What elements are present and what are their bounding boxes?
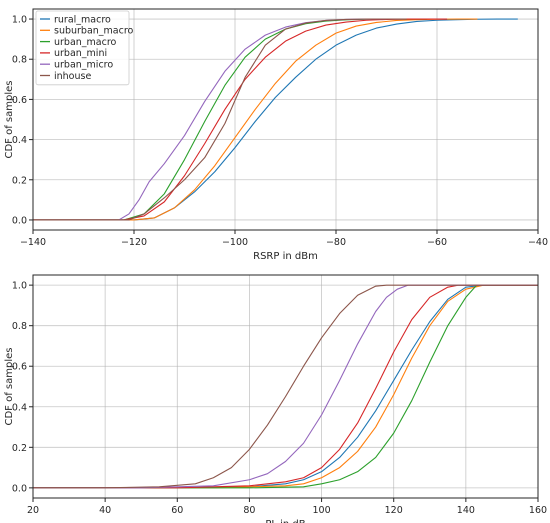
series-line-urban-micro bbox=[33, 284, 538, 489]
y-tick-label: 0.4 bbox=[12, 402, 27, 413]
series-line-suburban-macro bbox=[33, 18, 478, 221]
series-line-inhouse bbox=[33, 18, 407, 221]
plot-frame bbox=[32, 8, 539, 231]
legend-label: urban_mini bbox=[54, 48, 107, 59]
series-line-urban-mini bbox=[33, 284, 538, 489]
y-tick-label: 1.0 bbox=[12, 281, 27, 292]
x-axis-label: RSRP in dBm bbox=[253, 251, 318, 262]
series-line-rural-macro bbox=[33, 284, 538, 489]
y-tick-label: 0.2 bbox=[12, 175, 27, 186]
x-tick-label: −140 bbox=[20, 237, 46, 248]
x-tick-label: −120 bbox=[121, 237, 147, 248]
legend-box bbox=[35, 10, 130, 86]
legend-label: inhouse bbox=[54, 71, 91, 82]
y-tick-label: 0.0 bbox=[12, 483, 27, 494]
y-axis-label: CDF of samples bbox=[4, 81, 15, 159]
x-tick-label: −100 bbox=[222, 237, 248, 248]
x-tick-label: 20 bbox=[27, 505, 39, 516]
y-tick-label: 1.0 bbox=[12, 15, 27, 26]
legend-label: urban_micro bbox=[54, 60, 113, 71]
x-tick-label: −80 bbox=[326, 237, 346, 248]
y-tick-label: 0.8 bbox=[12, 55, 27, 66]
y-tick-label: 0.0 bbox=[12, 215, 27, 226]
x-tick-label: 60 bbox=[171, 505, 183, 516]
x-tick-label: −60 bbox=[427, 237, 447, 248]
x-tick-label: 80 bbox=[243, 505, 255, 516]
rsrp-cdf-chart: −140 −120 −100 −80 −60 −40 0.0 0.2 0.4 0.6 0.8 1.0 R… bbox=[4, 8, 548, 262]
legend: rural_macrosuburban_macrourban_macrourba… bbox=[35, 10, 134, 86]
x-axis-label: PL in dB bbox=[265, 519, 305, 523]
y-tick-label: 0.4 bbox=[12, 135, 27, 146]
x-tick-label: 160 bbox=[529, 505, 547, 516]
series-line-suburban-macro bbox=[33, 284, 538, 489]
y-tick-label: 0.6 bbox=[12, 362, 27, 373]
plot-area bbox=[33, 275, 538, 498]
plot-frame bbox=[32, 274, 539, 499]
legend-label: suburban_macro bbox=[54, 26, 134, 37]
y-tick-label: 0.8 bbox=[12, 321, 27, 332]
legend-label: urban_macro bbox=[54, 37, 117, 48]
x-tick-label: 100 bbox=[313, 505, 331, 516]
x-tick-label: −40 bbox=[528, 237, 548, 248]
pathloss-cdf-chart: 20 40 60 80 100 120 140 160 0.0 0.2 0.4 0.6 0.8 1.0 PL… bbox=[4, 274, 547, 523]
legend-label: rural_macro bbox=[54, 14, 111, 25]
y-tick-label: 0.2 bbox=[12, 443, 27, 454]
y-tick-label: 0.6 bbox=[12, 95, 27, 106]
x-tick-label: 120 bbox=[385, 505, 403, 516]
series-line-urban-macro bbox=[33, 284, 538, 489]
x-tick-label: 40 bbox=[99, 505, 111, 516]
y-axis-label: CDF of samples bbox=[4, 348, 15, 426]
series-line-inhouse bbox=[33, 284, 538, 489]
x-tick-label: 140 bbox=[457, 505, 475, 516]
